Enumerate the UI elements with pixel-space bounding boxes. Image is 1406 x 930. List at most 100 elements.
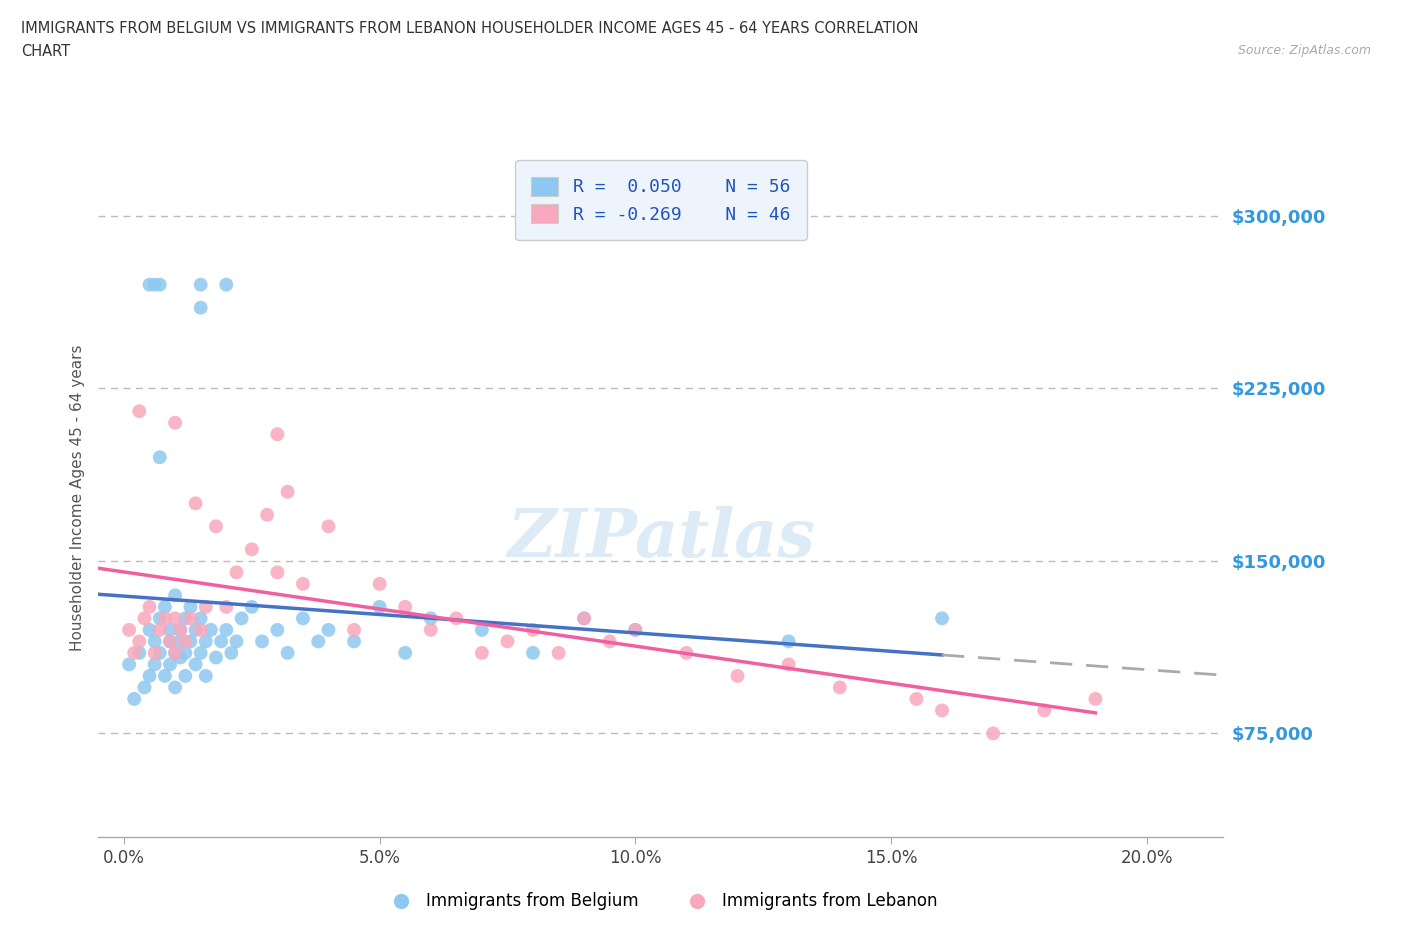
- Point: [225, 634, 247, 649]
- Point: [169, 650, 191, 665]
- Point: [931, 611, 953, 626]
- Point: [165, 416, 187, 431]
- Point: [572, 611, 595, 626]
- Point: [190, 300, 212, 315]
- Point: [128, 634, 150, 649]
- Point: [138, 622, 160, 637]
- Point: [118, 657, 141, 671]
- Point: [231, 611, 253, 626]
- Point: [277, 485, 299, 499]
- Point: [981, 726, 1004, 741]
- Point: [159, 634, 181, 649]
- Point: [905, 692, 928, 707]
- Point: [165, 611, 187, 626]
- Point: [194, 669, 217, 684]
- Point: [1084, 692, 1107, 707]
- Point: [159, 622, 181, 637]
- Point: [149, 611, 172, 626]
- Point: [624, 622, 647, 637]
- Point: [174, 611, 197, 626]
- Point: [250, 634, 273, 649]
- Point: [343, 622, 366, 637]
- Point: [138, 600, 160, 615]
- Point: [190, 645, 212, 660]
- Legend: R =  0.050    N = 56, R = -0.269    N = 46: R = 0.050 N = 56, R = -0.269 N = 46: [515, 160, 807, 240]
- Point: [143, 645, 166, 660]
- Point: [215, 622, 238, 637]
- Point: [159, 657, 181, 671]
- Point: [221, 645, 243, 660]
- Point: [547, 645, 569, 660]
- Point: [134, 680, 156, 695]
- Point: [184, 657, 207, 671]
- Point: [215, 277, 238, 292]
- Point: [149, 622, 172, 637]
- Point: [165, 645, 187, 660]
- Point: [165, 645, 187, 660]
- Text: ZIPatlas: ZIPatlas: [508, 506, 814, 571]
- Point: [149, 645, 172, 660]
- Point: [128, 645, 150, 660]
- Point: [165, 680, 187, 695]
- Point: [190, 277, 212, 292]
- Point: [200, 622, 222, 637]
- Point: [778, 634, 800, 649]
- Point: [307, 634, 329, 649]
- Point: [143, 634, 166, 649]
- Point: [471, 645, 494, 660]
- Point: [368, 577, 391, 591]
- Point: [153, 611, 176, 626]
- Point: [205, 650, 228, 665]
- Point: [169, 622, 191, 637]
- Text: CHART: CHART: [21, 44, 70, 59]
- Legend: Immigrants from Belgium, Immigrants from Lebanon: Immigrants from Belgium, Immigrants from…: [378, 885, 943, 917]
- Point: [194, 634, 217, 649]
- Point: [419, 611, 441, 626]
- Point: [778, 657, 800, 671]
- Point: [266, 565, 288, 579]
- Point: [143, 277, 166, 292]
- Point: [240, 542, 263, 557]
- Point: [256, 508, 278, 523]
- Point: [165, 588, 187, 603]
- Point: [394, 645, 416, 660]
- Point: [174, 669, 197, 684]
- Point: [446, 611, 468, 626]
- Point: [240, 600, 263, 615]
- Point: [215, 600, 238, 615]
- Y-axis label: Householder Income Ages 45 - 64 years: Householder Income Ages 45 - 64 years: [69, 344, 84, 651]
- Point: [624, 622, 647, 637]
- Point: [122, 692, 145, 707]
- Point: [190, 622, 212, 637]
- Point: [931, 703, 953, 718]
- Point: [134, 611, 156, 626]
- Point: [153, 600, 176, 615]
- Point: [159, 634, 181, 649]
- Point: [522, 622, 544, 637]
- Point: [190, 611, 212, 626]
- Point: [1033, 703, 1056, 718]
- Point: [179, 634, 201, 649]
- Point: [128, 404, 150, 418]
- Point: [174, 634, 197, 649]
- Point: [828, 680, 851, 695]
- Point: [225, 565, 247, 579]
- Point: [343, 634, 366, 649]
- Point: [194, 600, 217, 615]
- Point: [266, 622, 288, 637]
- Point: [522, 645, 544, 660]
- Point: [169, 622, 191, 637]
- Point: [179, 600, 201, 615]
- Point: [419, 622, 441, 637]
- Point: [266, 427, 288, 442]
- Point: [599, 634, 621, 649]
- Point: [471, 622, 494, 637]
- Point: [496, 634, 519, 649]
- Point: [118, 622, 141, 637]
- Point: [184, 496, 207, 511]
- Point: [277, 645, 299, 660]
- Point: [675, 645, 697, 660]
- Point: [727, 669, 749, 684]
- Point: [394, 600, 416, 615]
- Point: [205, 519, 228, 534]
